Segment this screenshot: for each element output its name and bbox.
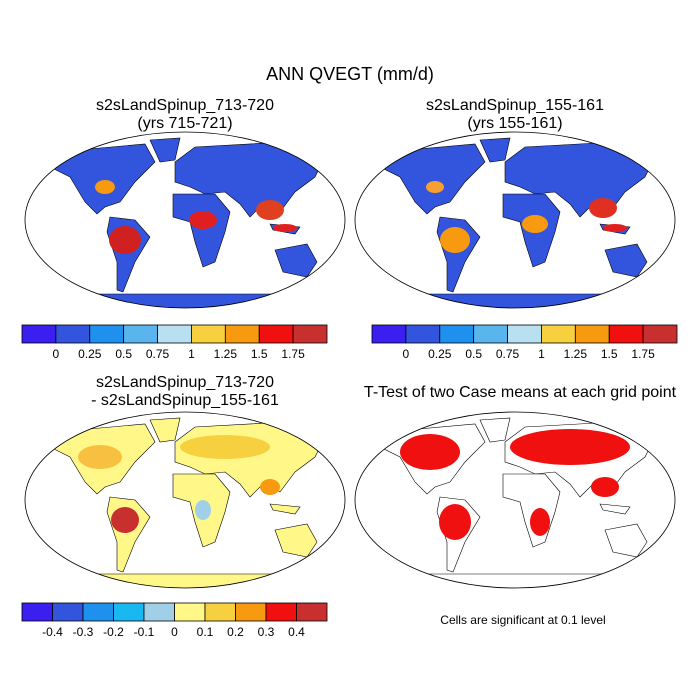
colorbar-box — [405, 324, 441, 344]
figure-title: ANN QVEGT (mm/d) — [266, 64, 434, 84]
colorbar-box — [204, 602, 236, 622]
panel-title: s2sLandSpinup_713-720 — [96, 97, 274, 114]
colorbar-tick-label: 0.75 — [146, 347, 170, 361]
colorbar-box — [473, 324, 508, 344]
colorbar-box — [292, 324, 328, 344]
colorbar-tick-label: 1.5 — [251, 347, 268, 361]
colorbar-box — [265, 602, 297, 622]
colorbar-box — [439, 324, 475, 344]
colorbar-tick-label: 0.25 — [78, 347, 102, 361]
panel-title: s2sLandSpinup_713-720 — [96, 374, 274, 391]
map — [24, 131, 346, 309]
colorbar-tick-label: 0.3 — [258, 625, 275, 639]
colorbar-box — [642, 324, 678, 344]
panel-title: (yrs 155-161) — [467, 115, 562, 132]
colorbar-tick-label: 0.25 — [428, 347, 452, 361]
colorbar-box — [507, 324, 542, 344]
colorbar-box — [224, 324, 260, 344]
colorbar-tick-label: 1.25 — [214, 347, 238, 361]
map — [354, 131, 676, 309]
colorbar-box — [608, 324, 644, 344]
colorbar-box — [174, 602, 206, 622]
colorbar-box — [113, 602, 145, 622]
map — [354, 411, 676, 589]
colorbar-tick-label: 1 — [188, 347, 195, 361]
panel-title: s2sLandSpinup_155-161 — [426, 97, 604, 114]
colorbar-tick-label: 0.5 — [115, 347, 132, 361]
colorbar-box — [574, 324, 610, 344]
panel-title: (yrs 715-721) — [137, 115, 232, 132]
colorbar-tick-label: 1.75 — [281, 347, 305, 361]
colorbar-tick-label: 0 — [53, 347, 60, 361]
colorbar-tick-label: 1 — [538, 347, 545, 361]
colorbar-tick-label: 0.2 — [227, 625, 244, 639]
colorbar-tick-label: 0 — [403, 347, 410, 361]
colorbar-box — [157, 324, 192, 344]
colorbar-tick-label: -0.4 — [42, 625, 63, 639]
colorbar-box — [143, 602, 175, 622]
colorbar-tick-label: 1.25 — [564, 347, 588, 361]
colorbar-box — [82, 602, 114, 622]
map — [24, 411, 346, 589]
colorbar-box — [21, 602, 53, 622]
colorbar-tick-label: 1.75 — [631, 347, 655, 361]
colorbar-tick-label: 0.1 — [197, 625, 214, 639]
colorbar-tick-label: -0.1 — [134, 625, 155, 639]
colorbar-box — [191, 324, 226, 344]
colorbar-tick-label: 1.5 — [601, 347, 618, 361]
colorbar-box — [541, 324, 576, 344]
colorbar-box — [296, 602, 328, 622]
colorbar-box — [123, 324, 158, 344]
colorbar-box — [371, 324, 407, 344]
panel-title: - s2sLandSpinup_155-161 — [91, 392, 279, 409]
colorbar-tick-label: 0.5 — [465, 347, 482, 361]
colorbar-box — [52, 602, 84, 622]
colorbar-tick-label: 0 — [171, 625, 178, 639]
colorbar-box — [89, 324, 125, 344]
colorbar-box — [258, 324, 294, 344]
colorbar-tick-label: -0.2 — [103, 625, 124, 639]
colorbar-box — [235, 602, 267, 622]
panel-note: Cells are significant at 0.1 level — [440, 613, 605, 627]
colorbar-tick-label: -0.3 — [73, 625, 94, 639]
colorbar-tick-label: 0.75 — [496, 347, 520, 361]
colorbar-box — [55, 324, 91, 344]
panel-title: T-Test of two Case means at each grid po… — [364, 384, 677, 401]
colorbar-tick-label: 0.4 — [288, 625, 305, 639]
colorbar-box — [21, 324, 57, 344]
